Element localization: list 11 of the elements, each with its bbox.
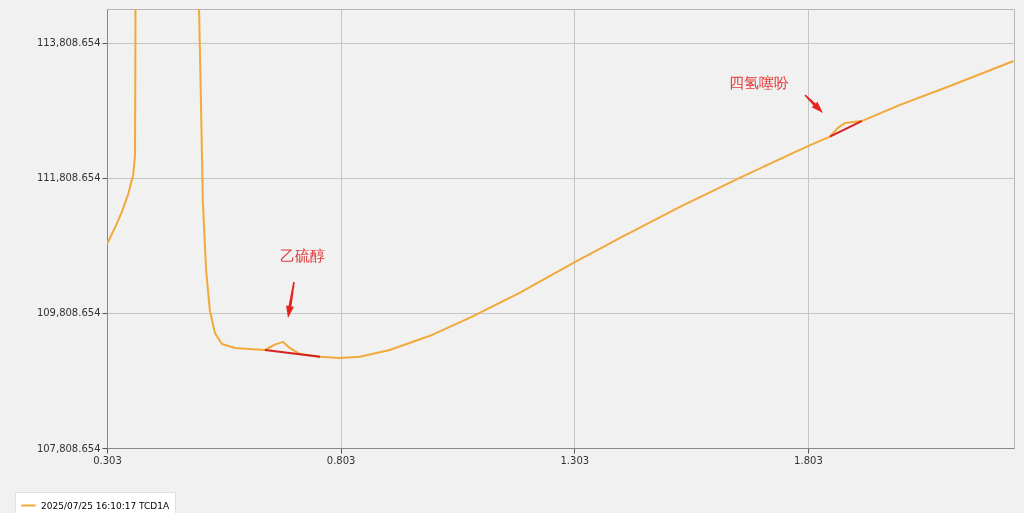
legend-label: 2025/07/25 16:10:17 TCD1A (41, 500, 170, 511)
x-tick-label: 0.803 (326, 454, 356, 466)
y-tick-label: 107,808.654 (36, 442, 101, 454)
y-tick-label: 109,808.654 (36, 307, 101, 319)
x-tick-label: 1.803 (794, 454, 823, 466)
x-tick-label: 1.303 (560, 454, 590, 466)
y-tick-label: 111,808.654 (36, 172, 101, 184)
annotation: 四氢噻吩 (729, 74, 789, 92)
annotation: 乙硫醇 (279, 247, 325, 265)
y-tick-label: 113,808.654 (36, 37, 101, 49)
x-tick-label: 0.303 (93, 454, 122, 466)
